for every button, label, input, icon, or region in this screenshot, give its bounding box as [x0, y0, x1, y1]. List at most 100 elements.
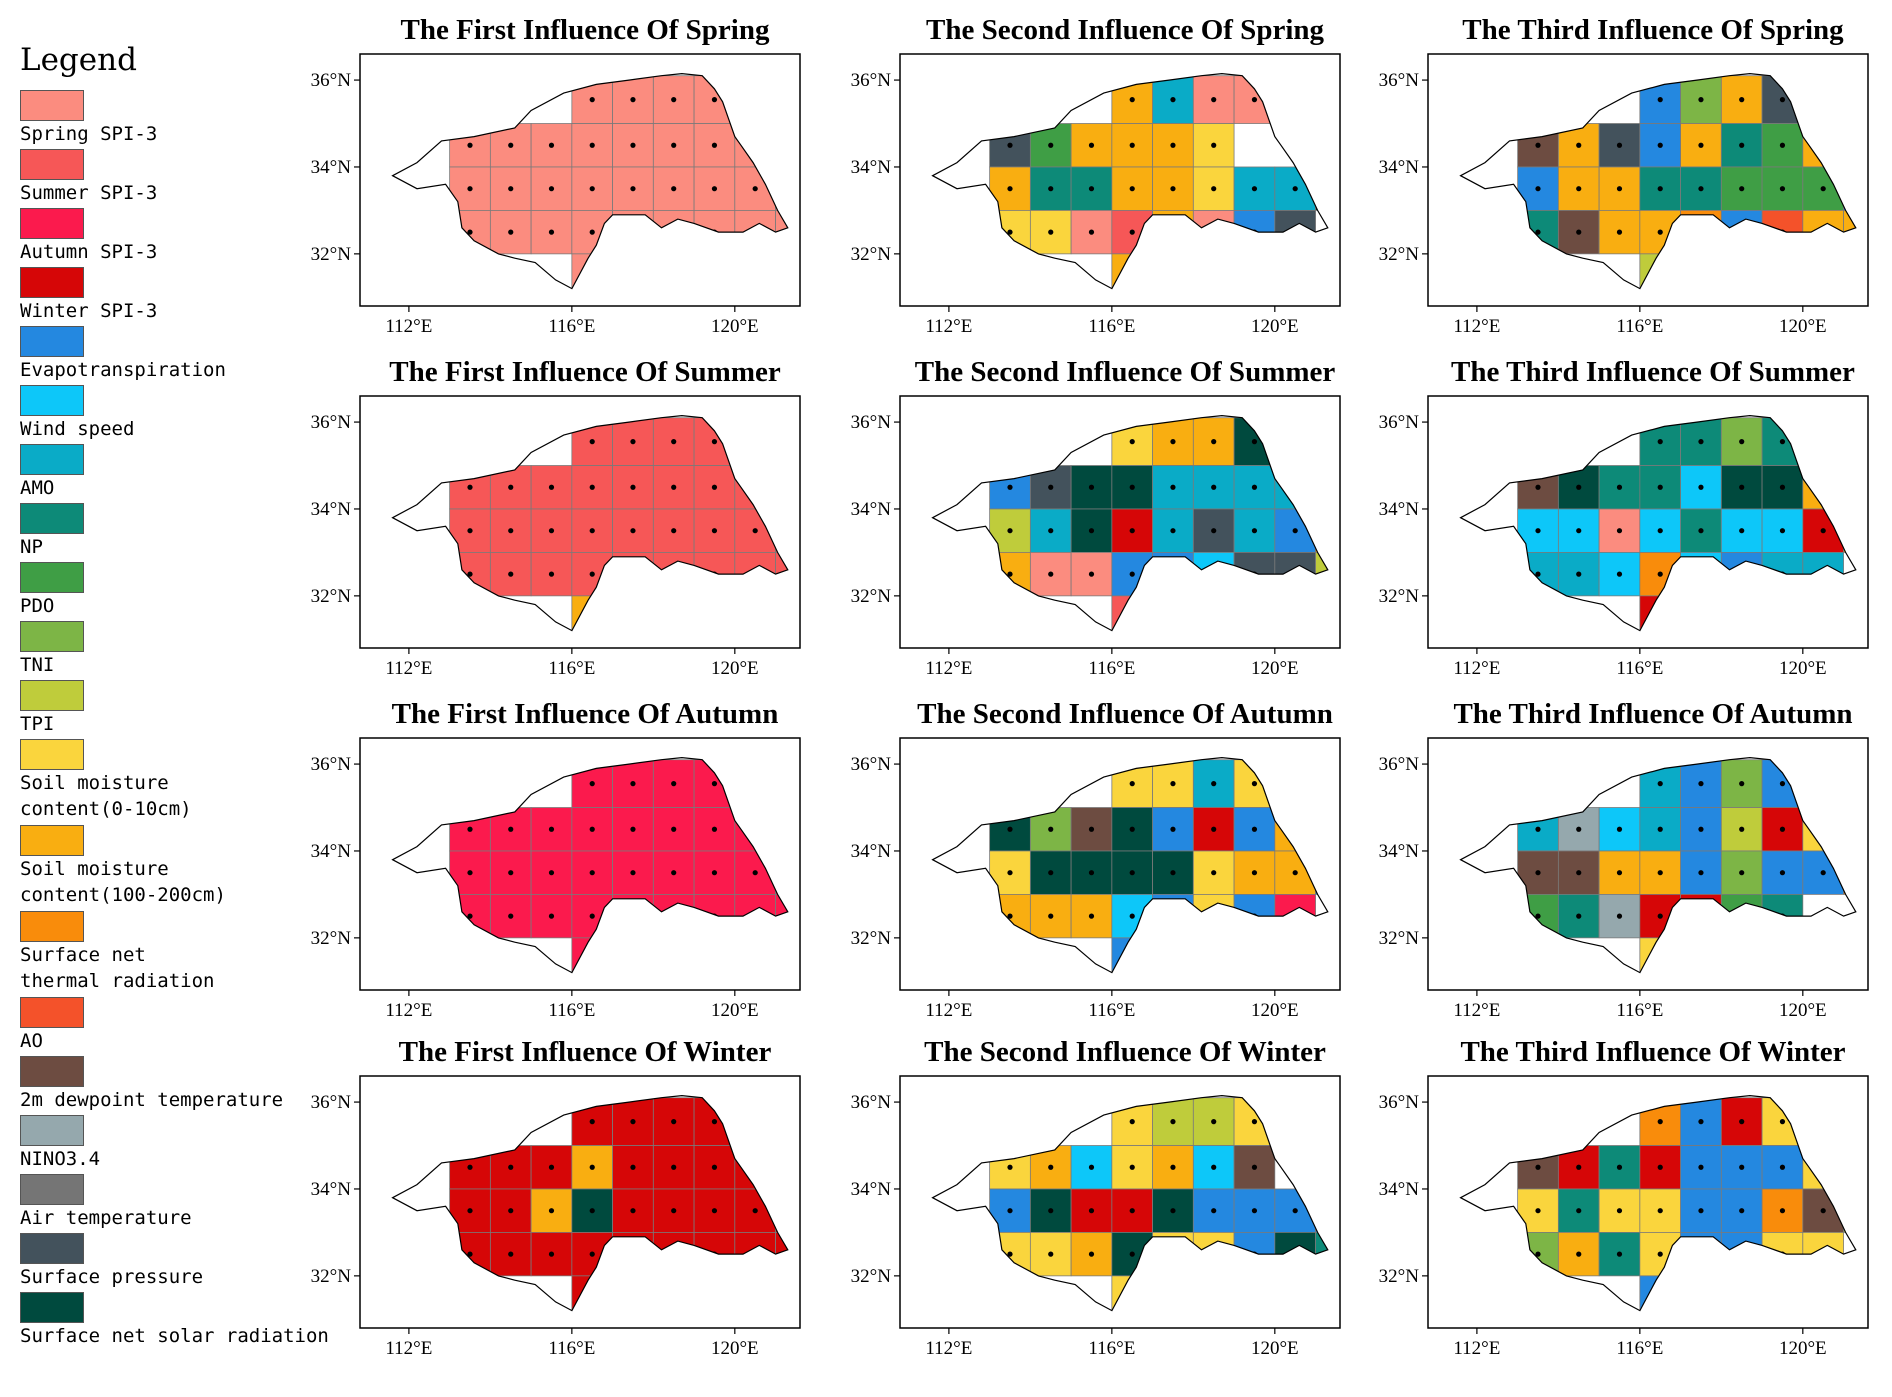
legend-label-spring: Spring SPI-3: [20, 123, 158, 145]
legend-label-sm2: Soil moisture content(100-200cm): [20, 858, 226, 906]
station-dot: [1861, 143, 1866, 148]
lat-tick-label: 36°N: [311, 1092, 352, 1113]
station-dot: [1739, 439, 1745, 445]
station-dot: [1657, 1119, 1663, 1125]
station-dot: [711, 1164, 718, 1170]
basin-outline: [391, 72, 789, 290]
legend-item-autumn: Autumn SPI-3: [14, 208, 314, 267]
map-border: [899, 1075, 1341, 1329]
station-dot: [630, 528, 636, 534]
lat-tick-label: 32°N: [1379, 244, 1420, 265]
station-dot: [1616, 186, 1623, 192]
station-dot: [1129, 142, 1135, 148]
station-dot: [1820, 1208, 1826, 1214]
station-dot: [1292, 229, 1298, 235]
map-frame: 112°E 116°E 120°E 32°N 34°N 36°N: [311, 395, 801, 679]
station-dot: [508, 870, 514, 876]
station-dot: [752, 142, 758, 148]
station-dot: [1211, 484, 1217, 490]
legend-swatch-ws: [20, 385, 84, 416]
map-panel: The Second Influence Of Summer 112°E 116°E…: [851, 356, 1350, 686]
station-dot: [1820, 870, 1826, 876]
lat-tick-label: 36°N: [851, 1092, 892, 1113]
legend-item-sp: Surface pressure: [14, 1233, 314, 1292]
grid-cell: [1843, 850, 1856, 895]
station-dot: [1007, 1251, 1013, 1257]
panel-title: The First Influence Of Winter: [398, 1036, 772, 1068]
grid-cell: [1720, 210, 1763, 255]
station-dot: [1333, 1252, 1338, 1257]
station-dot: [1007, 186, 1013, 192]
lat-tick-label: 34°N: [1379, 841, 1420, 862]
map-panel: The First Influence Of Spring 112°E 116°E 1…: [311, 14, 810, 344]
station-dot: [1535, 870, 1541, 876]
station-dot: [1088, 826, 1095, 832]
station-dot: [1292, 1208, 1298, 1214]
grid-cell: [1843, 508, 1856, 553]
station-dot: [630, 870, 636, 876]
station-dot: [1739, 97, 1745, 103]
station-dot: [1698, 1119, 1704, 1125]
station-dot: [1535, 142, 1541, 148]
legend-label-tpi: TPI: [20, 713, 55, 735]
lat-tick-label: 36°N: [851, 70, 892, 91]
grid-cell: [775, 465, 788, 510]
station-dot: [711, 1208, 718, 1214]
grid-cell: [1843, 807, 1856, 852]
lon-tick-label: 120°E: [1251, 1000, 1299, 1021]
lon-tick-label: 120°E: [1779, 1338, 1827, 1359]
station-dot: [1292, 870, 1298, 876]
station-dot: [1251, 781, 1258, 787]
station-dot: [1170, 439, 1176, 445]
station-dot: [752, 97, 758, 103]
station-dot: [793, 485, 798, 490]
station-dot: [1129, 528, 1135, 534]
station-dot: [752, 186, 758, 192]
grid-cell: [1720, 1232, 1763, 1277]
grid-cell: [1192, 166, 1235, 211]
legend-swatch-et: [20, 326, 84, 357]
station-dot: [630, 439, 636, 445]
station-dot: [1616, 528, 1623, 534]
grid-cell: [734, 759, 776, 808]
lat-tick-label: 34°N: [1379, 1179, 1420, 1200]
station-dot: [1616, 571, 1623, 577]
station-dot: [1779, 870, 1786, 876]
station-dot: [508, 186, 514, 192]
station-dot: [1739, 571, 1745, 577]
grid-cell: [775, 1188, 788, 1233]
grid-cell: [1192, 552, 1235, 597]
panel-title: The First Influence Of Spring: [400, 14, 770, 46]
station-dot: [671, 1164, 677, 1170]
station-dot: [630, 1208, 636, 1214]
lat-tick-label: 34°N: [311, 1179, 352, 1200]
station-dot: [1657, 229, 1663, 235]
station-dot: [508, 142, 514, 148]
lon-tick-label: 112°E: [925, 658, 972, 679]
station-dot: [1861, 870, 1866, 875]
lat-tick-label: 34°N: [851, 841, 892, 862]
lon-tick-label: 120°E: [1251, 316, 1299, 337]
station-dot: [1211, 571, 1217, 577]
station-dot: [1292, 826, 1298, 832]
station-dot: [1129, 1208, 1135, 1214]
station-dot: [1820, 528, 1826, 534]
station-dot: [1779, 439, 1786, 445]
station-dot: [1088, 1164, 1095, 1170]
legend-label-at: Air temperature: [20, 1207, 192, 1229]
lat-tick-label: 32°N: [311, 586, 352, 607]
lon-tick-label: 120°E: [1251, 1338, 1299, 1359]
station-dot: [1739, 484, 1745, 490]
grid-cell: [775, 1145, 788, 1190]
legend-item-ao: AO: [14, 997, 314, 1056]
station-dot: [671, 913, 677, 919]
station-dot: [1739, 229, 1745, 235]
lon-tick-label: 120°E: [711, 1000, 759, 1021]
station-dot: [1698, 870, 1704, 876]
station-dot: [1698, 97, 1704, 103]
lat-tick-label: 36°N: [851, 754, 892, 775]
lon-tick-label: 116°E: [548, 316, 595, 337]
station-dot: [1170, 528, 1176, 534]
station-dot: [1211, 870, 1217, 876]
station-dot: [1129, 614, 1135, 621]
